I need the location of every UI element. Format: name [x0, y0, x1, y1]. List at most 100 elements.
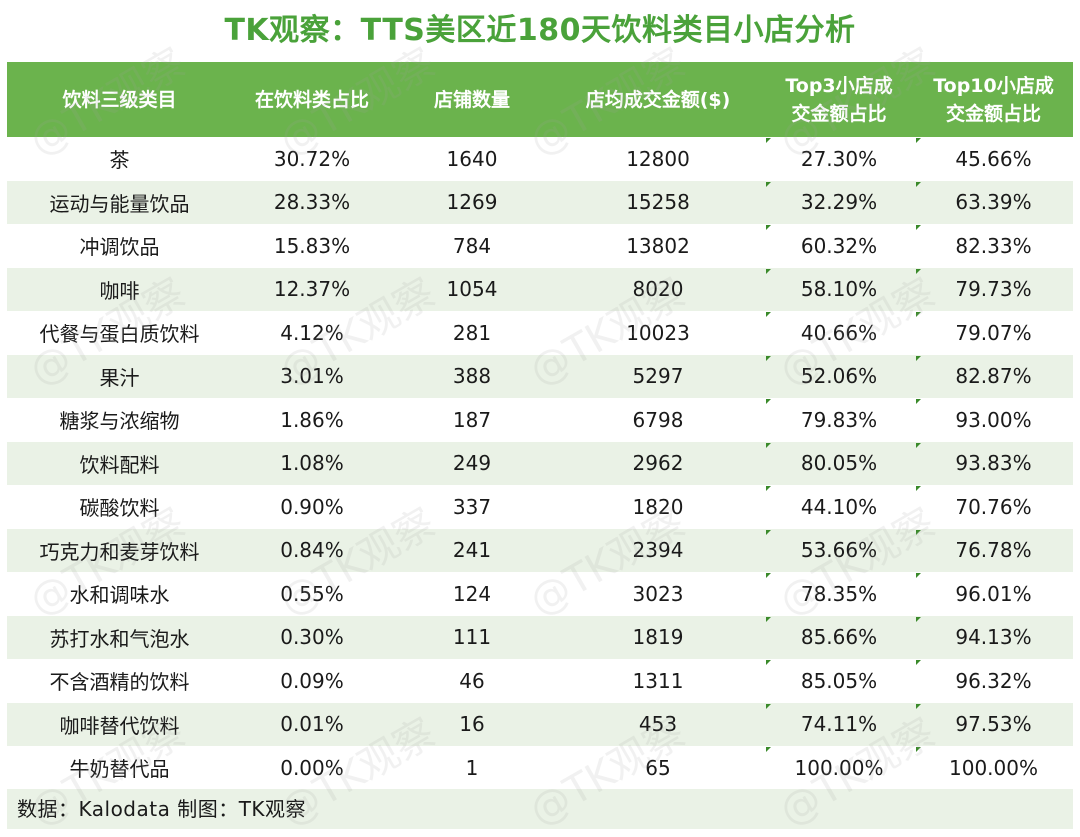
cell-avg-sales: 1311 — [632, 668, 684, 693]
cell-category: 冲调饮品 — [79, 235, 160, 260]
table-row: 巧克力和麦芽饮料 0.84% 241 2394 53.66% 76.78% — [7, 528, 1073, 573]
table-row: 咖啡 12.37% 1054 8020 58.10% 79.73% — [7, 267, 1073, 312]
cell-store-count: 281 — [452, 320, 492, 345]
table-row: 苏打水和气泡水 0.30% 111 1819 85.66% 94.13% — [7, 615, 1073, 660]
cell-top10-share: 97.53% — [914, 703, 1073, 747]
cell-top10-share: 82.87% — [914, 355, 1073, 399]
cell-category: 苏打水和气泡水 — [49, 626, 190, 651]
cell-avg-sales: 10023 — [626, 320, 690, 345]
cell-share: 0.55% — [280, 581, 344, 606]
footer: 数据：Kalodata 制图：TK观察 — [7, 789, 1073, 829]
cell-category: 果汁 — [99, 365, 140, 390]
cell-top3-share: 79.83% — [764, 398, 914, 442]
cell-store-count: 249 — [452, 451, 492, 476]
cell-store-count: 241 — [452, 538, 492, 563]
table-row: 果汁 3.01% 388 5297 52.06% 82.87% — [7, 354, 1073, 399]
cell-avg-sales: 453 — [638, 712, 678, 737]
cell-top3-share: 80.05% — [764, 442, 914, 486]
cell-top10-share: 96.32% — [914, 659, 1073, 703]
cell-top3-share: 52.06% — [764, 355, 914, 399]
cell-top10-share: 96.01% — [914, 572, 1073, 616]
cell-store-count: 111 — [452, 625, 492, 650]
cell-share: 0.30% — [280, 625, 344, 650]
cell-top10-share: 70.76% — [914, 485, 1073, 529]
table-row: 水和调味水 0.55% 124 3023 78.35% 96.01% — [7, 572, 1073, 616]
cell-top3-share: 100.00% — [764, 746, 914, 790]
page-title: TK观察：TTS美区近180天饮料类目小店分析 — [224, 13, 856, 48]
cell-store-count: 16 — [459, 712, 485, 737]
cell-share: 0.84% — [280, 538, 344, 563]
cell-category: 运动与能量饮品 — [49, 191, 190, 216]
cell-category: 牛奶替代品 — [69, 757, 170, 782]
table-row: 不含酒精的饮料 0.09% 46 1311 85.05% 96.32% — [7, 659, 1073, 703]
cell-category: 不含酒精的饮料 — [49, 670, 190, 695]
cell-share: 28.33% — [273, 190, 351, 215]
table-header: 饮料三级类目 在饮料类占比 店铺数量 店均成交金额($) Top3小店成 交金额… — [7, 62, 1073, 137]
table-row: 碳酸饮料 0.90% 337 1820 44.10% 70.76% — [7, 485, 1073, 529]
cell-top3-share: 85.66% — [764, 616, 914, 660]
cell-category: 水和调味水 — [69, 583, 170, 608]
table-row: 茶 30.72% 1640 12800 27.30% 45.66% — [7, 137, 1073, 181]
cell-top3-share: 32.29% — [764, 181, 914, 225]
cell-category: 茶 — [109, 148, 130, 173]
cell-share: 0.09% — [280, 668, 344, 693]
cell-top10-share: 93.83% — [914, 442, 1073, 486]
cell-top10-share: 45.66% — [914, 137, 1073, 181]
table-row: 牛奶替代品 0.00% 1 65 100.00% 100.00% — [7, 746, 1073, 790]
cell-store-count: 46 — [459, 668, 485, 693]
cell-top10-share: 79.07% — [914, 311, 1073, 355]
cell-share: 12.37% — [273, 277, 351, 302]
cell-avg-sales: 5297 — [632, 364, 684, 389]
cell-avg-sales: 1820 — [632, 494, 684, 519]
cell-store-count: 784 — [452, 233, 492, 258]
table-row: 运动与能量饮品 28.33% 1269 15258 32.29% 63.39% — [7, 180, 1073, 225]
cell-store-count: 388 — [452, 364, 492, 389]
cell-top10-share: 93.00% — [914, 398, 1073, 442]
cell-store-count: 1269 — [446, 190, 498, 215]
cell-store-count: 1 — [465, 755, 479, 780]
cell-share: 0.01% — [280, 712, 344, 737]
cell-store-count: 337 — [452, 494, 492, 519]
cell-avg-sales: 2962 — [632, 451, 684, 476]
header-store-count: 店铺数量 — [433, 88, 510, 111]
header-category: 饮料三级类目 — [62, 88, 177, 111]
cell-share: 0.90% — [280, 494, 344, 519]
cell-share: 3.01% — [280, 364, 344, 389]
cell-store-count: 124 — [452, 581, 492, 606]
source-note: 数据：Kalodata 制图：TK观察 — [17, 797, 307, 821]
cell-share: 15.83% — [273, 233, 351, 258]
cell-category: 咖啡替代饮料 — [59, 713, 180, 738]
cell-share: 30.72% — [273, 146, 351, 171]
cell-top3-share: 44.10% — [764, 485, 914, 529]
cell-top3-share: 58.10% — [764, 268, 914, 312]
cell-top3-share: 74.11% — [764, 703, 914, 747]
cell-avg-sales: 3023 — [632, 581, 684, 606]
cell-top3-share: 53.66% — [764, 529, 914, 573]
cell-top3-share: 27.30% — [764, 137, 914, 181]
header-top10-share: Top10小店成 交金额占比 — [933, 74, 1054, 125]
table-row: 代餐与蛋白质饮料 4.12% 281 10023 40.66% 79.07% — [7, 311, 1073, 355]
cell-share: 4.12% — [280, 320, 344, 345]
header-share: 在饮料类占比 — [254, 88, 369, 111]
cell-avg-sales: 6798 — [632, 407, 684, 432]
cell-avg-sales: 12800 — [626, 146, 690, 171]
cell-share: 0.00% — [280, 755, 344, 780]
cell-category: 碳酸饮料 — [79, 496, 160, 521]
cell-category: 巧克力和麦芽饮料 — [39, 539, 200, 564]
cell-avg-sales: 1819 — [632, 625, 684, 650]
header-top3-share: Top3小店成 交金额占比 — [785, 74, 893, 125]
cell-avg-sales: 13802 — [626, 233, 690, 258]
cell-store-count: 1640 — [446, 146, 498, 171]
cell-top10-share: 82.33% — [914, 224, 1073, 268]
cell-top10-share: 63.39% — [914, 181, 1073, 225]
cell-share: 1.08% — [280, 451, 344, 476]
cell-top10-share: 76.78% — [914, 529, 1073, 573]
cell-store-count: 187 — [452, 407, 492, 432]
cell-share: 1.86% — [280, 407, 344, 432]
cell-top3-share: 60.32% — [764, 224, 914, 268]
header-avg-sales: 店均成交金额($) — [585, 88, 731, 111]
cell-category: 代餐与蛋白质饮料 — [39, 322, 200, 347]
cell-top10-share: 100.00% — [914, 746, 1073, 790]
cell-top3-share: 85.05% — [764, 659, 914, 703]
cell-top3-share: 78.35% — [764, 572, 914, 616]
